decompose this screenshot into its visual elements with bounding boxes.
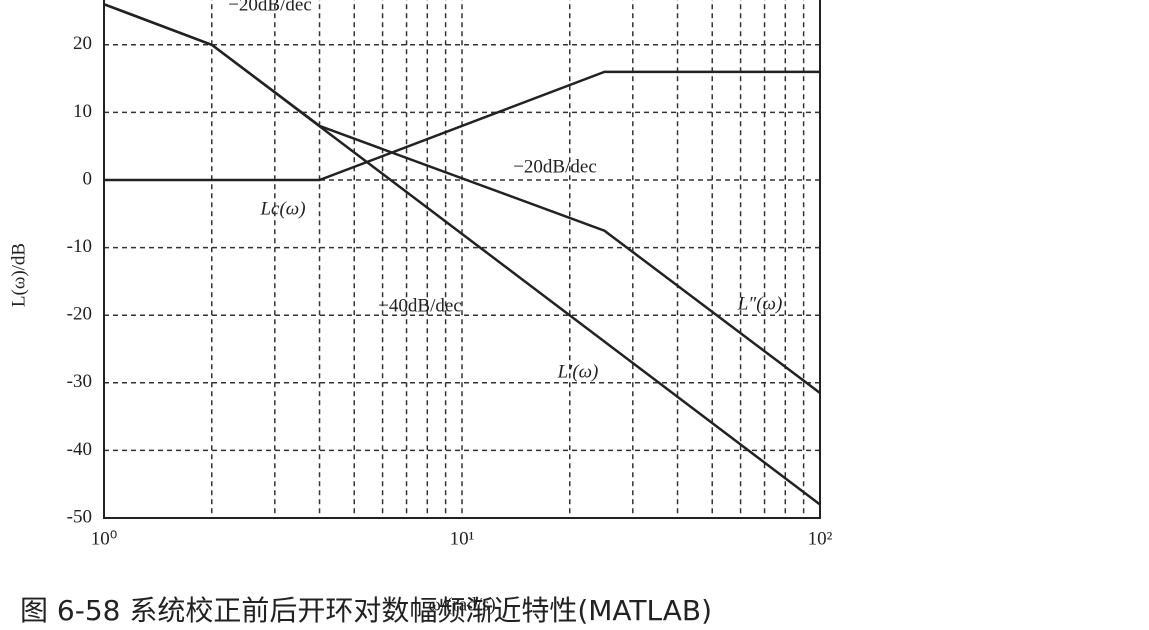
line-series bbox=[104, 70, 820, 182]
series-label: Lc(ω) bbox=[259, 198, 305, 219]
y-tick-label: 10 bbox=[73, 101, 92, 122]
annotation: −20dB/dec bbox=[228, 0, 312, 15]
y-tick-label: -50 bbox=[67, 506, 92, 527]
series-label: L′(ω) bbox=[557, 361, 599, 382]
x-tick-label: 10¹ bbox=[450, 528, 475, 549]
y-tick-label: -20 bbox=[67, 304, 92, 325]
y-axis-label: L(ω)/dB bbox=[8, 243, 29, 307]
series-label: L″(ω) bbox=[737, 293, 783, 314]
x-tick-label: 10⁰ bbox=[91, 528, 118, 549]
line-series bbox=[103, 3, 821, 394]
y-tick-label: -40 bbox=[67, 439, 92, 460]
x-axis-label: ω/(rad/s) bbox=[428, 594, 495, 615]
y-tick-label: -10 bbox=[67, 236, 92, 257]
y-tick-label: 20 bbox=[73, 33, 92, 54]
y-tick-label: -30 bbox=[67, 371, 92, 392]
y-tick-label: 0 bbox=[83, 168, 93, 189]
annotation: −40dB/dec bbox=[378, 295, 462, 316]
annotation: −20dB/dec bbox=[513, 156, 597, 177]
x-tick-label: 10² bbox=[808, 528, 833, 549]
caption: 图 6-58 系统校正前后开环对数幅频渐近特性(MATLAB) bbox=[20, 594, 712, 627]
plot-frame bbox=[103, 0, 821, 519]
